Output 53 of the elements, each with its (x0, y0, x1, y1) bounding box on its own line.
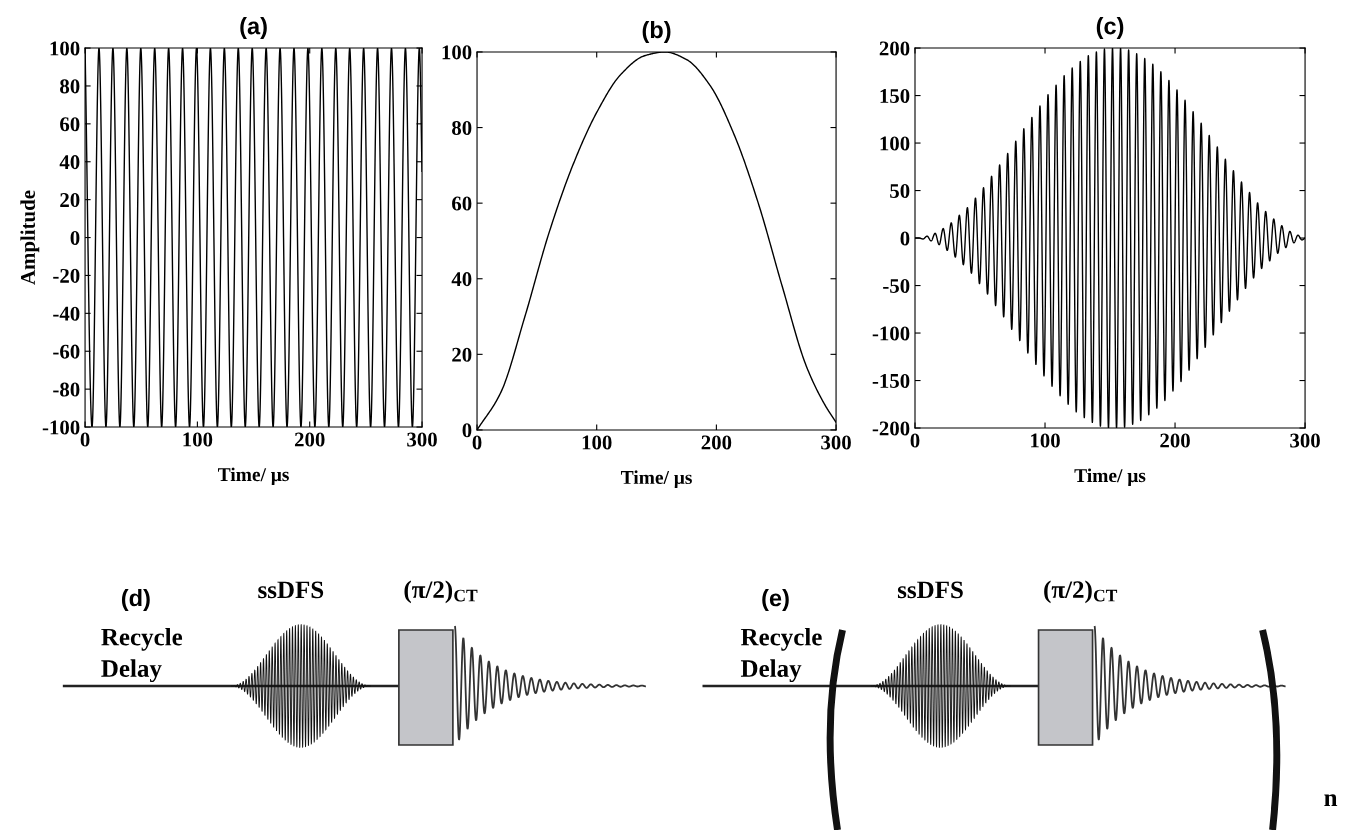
y-tick-label: 0 (70, 230, 80, 245)
text: ssDFS (897, 581, 963, 599)
y-tick-label: -40 (53, 306, 80, 321)
y-tick-label: 20 (452, 347, 472, 362)
chart-title: (a) (240, 17, 267, 40)
y-tick-label: -20 (53, 268, 80, 283)
y-tick-label: -60 (53, 344, 80, 359)
x-tick-label: 300 (1290, 433, 1320, 448)
y-tick-label: 60 (60, 117, 80, 132)
y-tick-label: 80 (452, 120, 472, 135)
y-tick-label: 0 (900, 231, 910, 246)
x-tick-label: 0 (910, 433, 920, 448)
x-tick-label: 300 (407, 432, 437, 447)
y-tick-label: 200 (879, 41, 910, 56)
y-tick-label: -80 (53, 382, 80, 397)
y-tick-label: 100 (442, 45, 472, 60)
x-tick-label: 0 (472, 435, 482, 450)
x-axis-title: Time/ μs (1074, 468, 1146, 487)
chart-title: (c) (1096, 17, 1124, 40)
y-tick-label: -150 (872, 373, 910, 388)
y-tick-label: 40 (451, 272, 472, 287)
text: (π/2)$_{CT}$ (404, 580, 478, 604)
y-tick-label: 150 (880, 88, 910, 103)
text: Recycle Delay (740, 627, 822, 683)
y-tick-label: 40 (59, 155, 80, 170)
y-tick-label: 100 (880, 136, 910, 151)
y-tick-label: 20 (60, 193, 80, 208)
x-tick-label: 100 (183, 432, 213, 447)
y-tick-label: -200 (872, 421, 910, 436)
y-tick-label: -50 (883, 278, 910, 293)
x-tick-label: 100 (1031, 433, 1060, 448)
text: (π/2)$_{CT}$ (1044, 580, 1118, 604)
text: (e) (762, 589, 789, 612)
y-axis-title: Amplitude (20, 190, 40, 285)
x-tick-label: 300 (821, 435, 851, 450)
x-tick-label: 200 (1160, 433, 1190, 448)
y-tick-label: 50 (890, 183, 910, 198)
text: (d) (121, 589, 150, 612)
y-tick-label: -100 (872, 326, 910, 341)
y-tick-label: 60 (452, 196, 472, 211)
x-axis-title: Time/ μs (620, 470, 692, 488)
chart-title: (b) (642, 20, 671, 43)
text: ssDFS (258, 581, 324, 599)
y-tick-label: 80 (60, 79, 80, 94)
y-tick-label: 100 (50, 41, 80, 56)
x-axis-title: Time/ μs (218, 467, 289, 486)
x-tick-label: 200 (701, 435, 732, 450)
text: Recycle Delay (101, 627, 183, 683)
text: n (1324, 794, 1338, 807)
x-tick-label: 0 (80, 432, 90, 447)
x-tick-label: 100 (582, 435, 612, 450)
x-tick-label: 200 (294, 432, 325, 447)
y-tick-label: -100 (42, 420, 80, 435)
